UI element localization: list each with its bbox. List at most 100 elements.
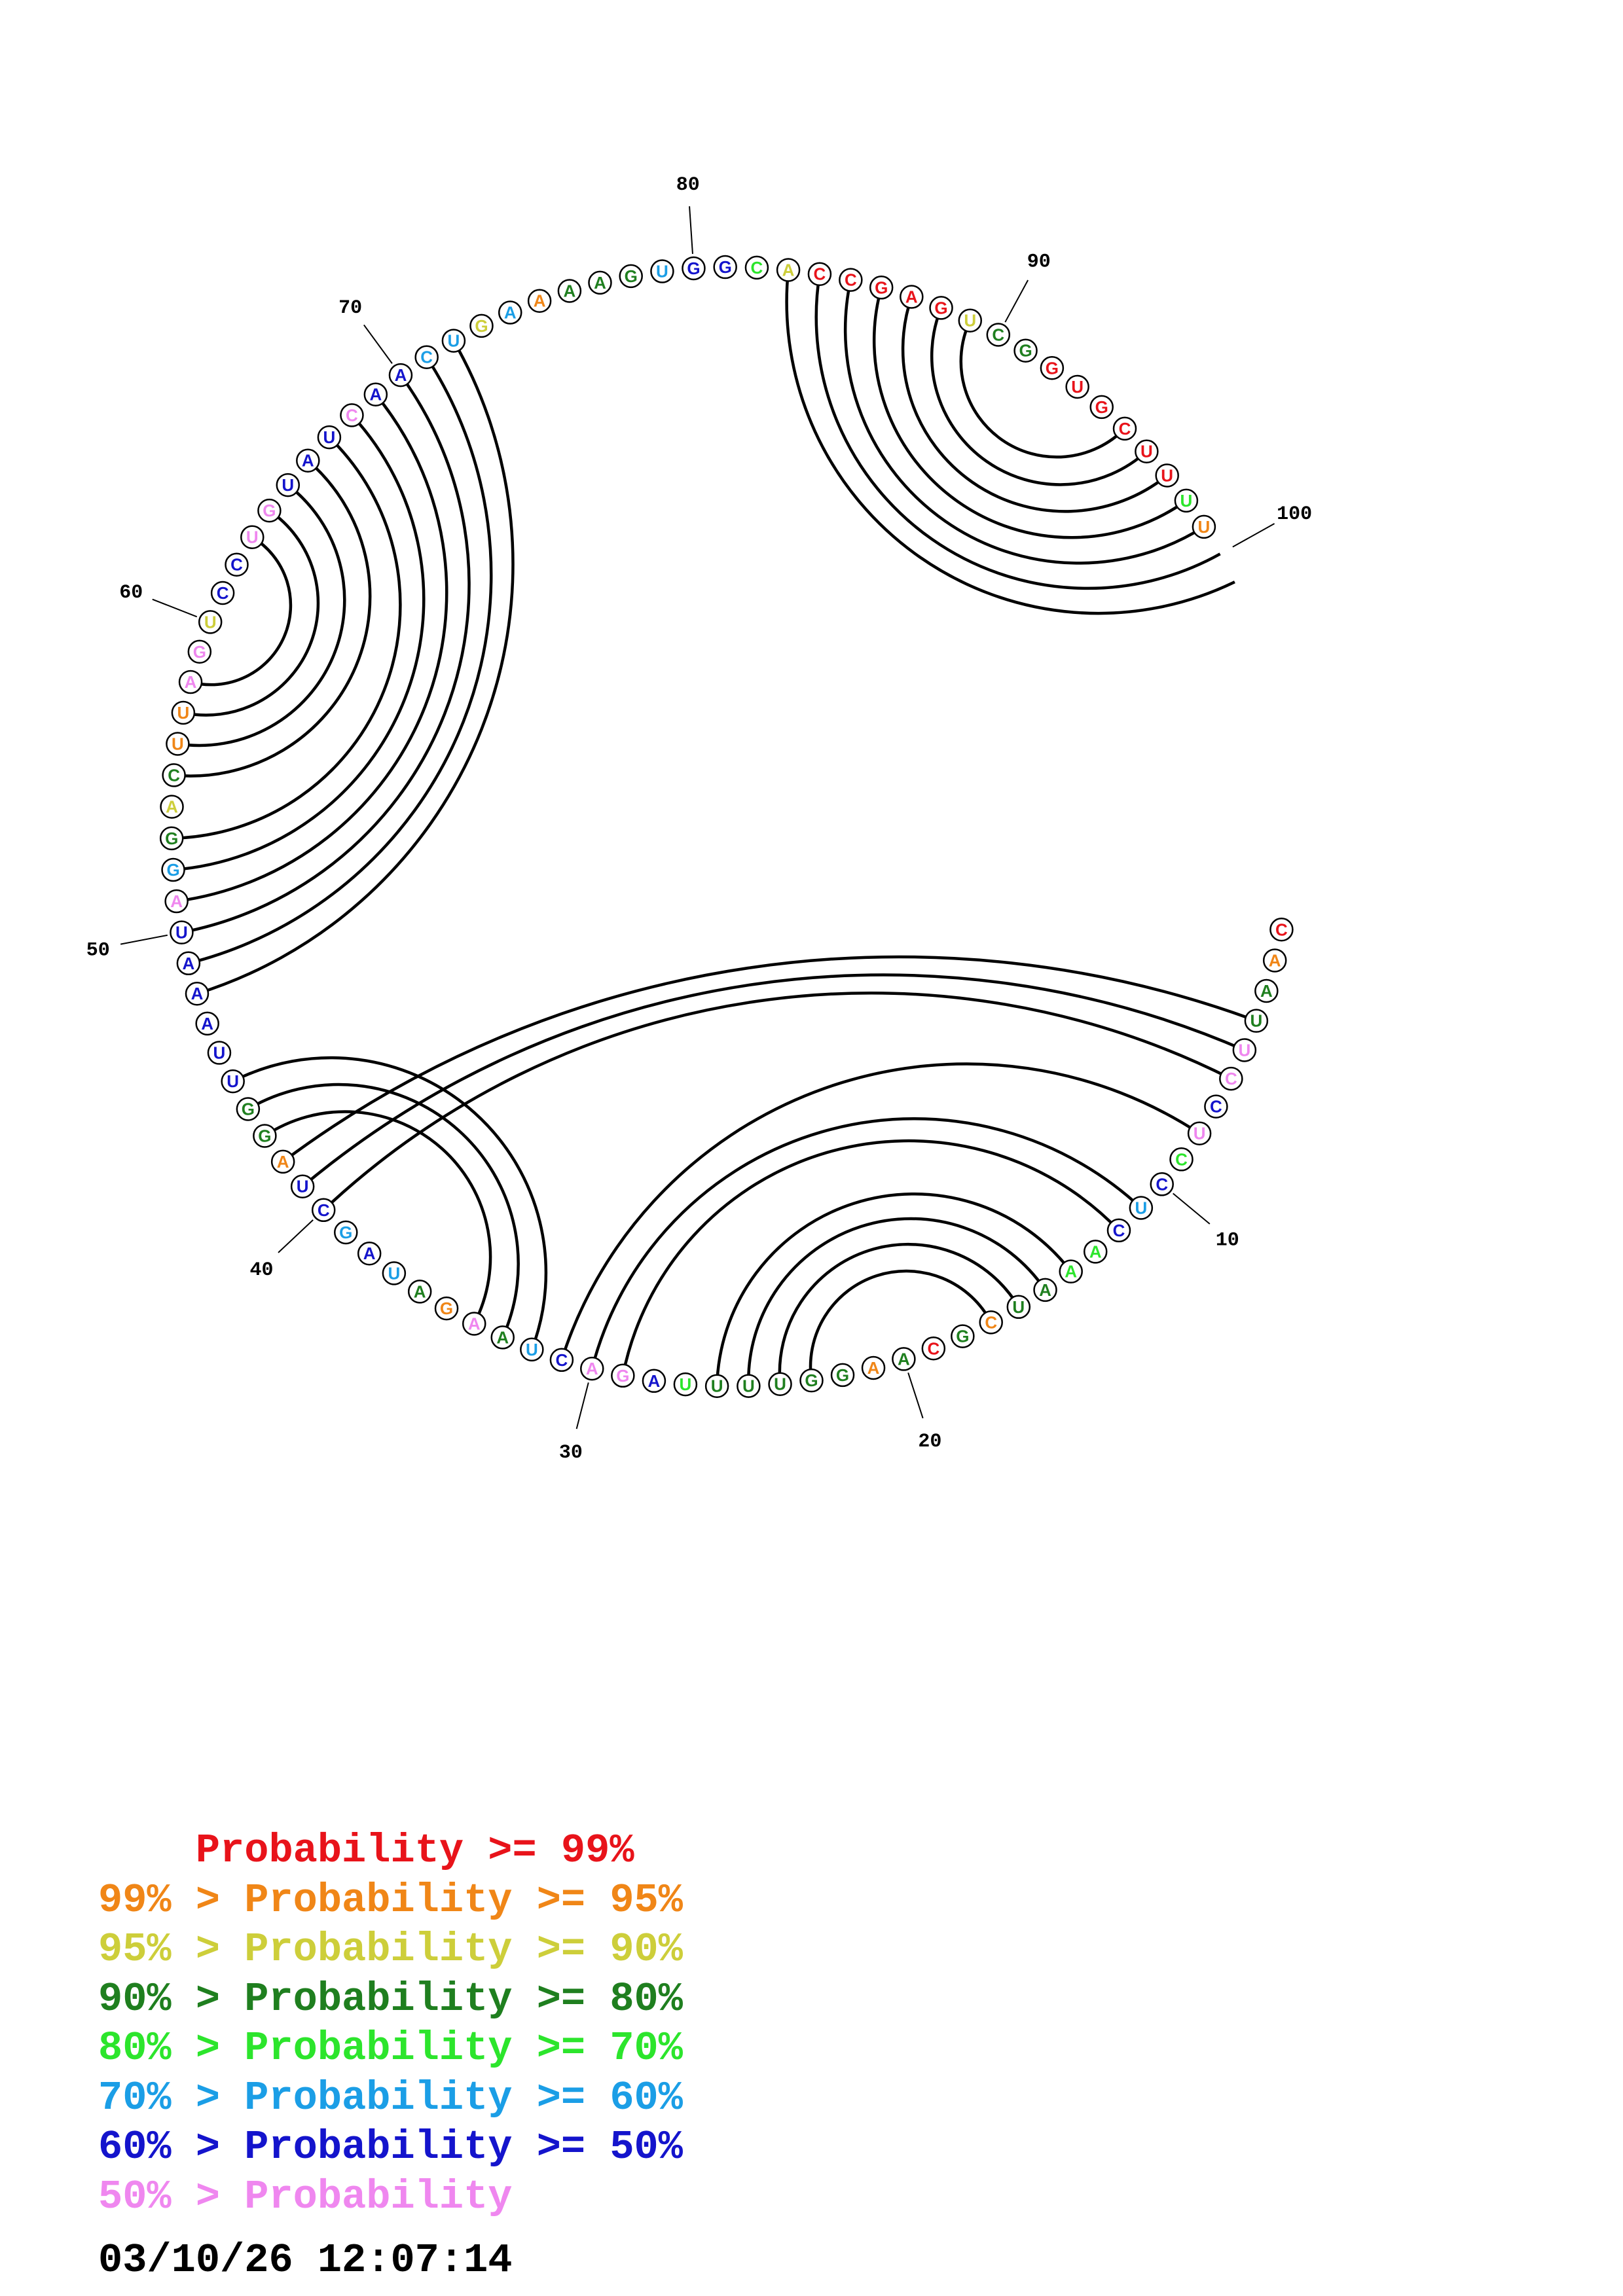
nucleotide-circle bbox=[388, 363, 413, 387]
nucleotide-43: G bbox=[253, 1124, 277, 1148]
nucleotide-circle bbox=[611, 1363, 635, 1388]
nucleotide-letter: C bbox=[992, 325, 1004, 345]
nucleotide-83: A bbox=[776, 258, 801, 282]
nucleotide-circle bbox=[441, 329, 466, 353]
nucleotide-circle bbox=[799, 1368, 824, 1393]
nucleotide-circle bbox=[1059, 1259, 1083, 1283]
position-label-60: 60 bbox=[119, 582, 143, 604]
pair-arc-51-69 bbox=[176, 393, 448, 903]
position-tick-90 bbox=[1004, 279, 1029, 323]
nucleotide-letter: A bbox=[1065, 1262, 1077, 1282]
nucleotide-96: U bbox=[1135, 439, 1159, 463]
nucleotide-letter: U bbox=[711, 1376, 723, 1396]
position-tick-30 bbox=[575, 1382, 589, 1429]
nucleotide-letter: A bbox=[191, 984, 204, 1003]
nucleotide-circle bbox=[744, 255, 769, 280]
position-tick-10 bbox=[1173, 1193, 1211, 1225]
nucleotide-letter: C bbox=[168, 765, 180, 785]
nucleotide-circle bbox=[1040, 356, 1065, 380]
nucleotide-7: C bbox=[1204, 1094, 1228, 1119]
pair-arc-83-101 bbox=[785, 270, 1235, 615]
nucleotide-letter: U bbox=[1161, 465, 1173, 485]
nucleotide-circle bbox=[682, 256, 706, 281]
nucleotide-86: G bbox=[869, 276, 894, 300]
nucleotide-letter: G bbox=[616, 1366, 629, 1386]
nucleotide-circle bbox=[1006, 1295, 1031, 1319]
nucleotide-circle bbox=[270, 1149, 295, 1174]
nucleotide-circle bbox=[253, 1124, 277, 1148]
nucleotide-letter: U bbox=[1180, 491, 1193, 511]
nucleotide-circle bbox=[921, 1336, 946, 1361]
nucleotide-36: A bbox=[407, 1280, 432, 1304]
nucleotide-26: U bbox=[704, 1374, 729, 1398]
nucleotide-32: U bbox=[520, 1337, 544, 1362]
timestamp: 03/10/26 12:07:14 bbox=[98, 2237, 513, 2284]
nucleotide-67: U bbox=[317, 425, 342, 450]
nucleotide-letter: A bbox=[302, 451, 314, 471]
nucleotide-letter: C bbox=[420, 348, 433, 367]
nucleotide-circle bbox=[498, 300, 522, 325]
nucleotide-circle bbox=[166, 732, 190, 756]
nucleotide-circle bbox=[951, 1324, 975, 1348]
pair-arc-12-29 bbox=[621, 1139, 1120, 1376]
nucleotide-circle bbox=[1254, 978, 1279, 1003]
nucleotide-circle bbox=[900, 285, 924, 309]
nucleotide-letter: U bbox=[1198, 517, 1211, 537]
nucleotide-51: A bbox=[164, 889, 189, 914]
nucleotide-16: U bbox=[1006, 1295, 1031, 1319]
nucleotide-circle bbox=[187, 639, 212, 664]
nucleotide-circle bbox=[1089, 395, 1114, 420]
nucleotide-circle bbox=[198, 610, 223, 634]
pair-arc-15-25 bbox=[747, 1217, 1047, 1386]
nucleotide-52: G bbox=[161, 857, 185, 882]
nucleotide-54: A bbox=[160, 795, 184, 819]
nucleotide-73: G bbox=[469, 314, 494, 338]
nucleotide-circle bbox=[527, 289, 552, 313]
nucleotide-69: A bbox=[363, 382, 388, 406]
nucleotide-letter: A bbox=[504, 303, 517, 323]
nucleotide-41: U bbox=[290, 1174, 315, 1198]
nucleotide-82: C bbox=[744, 255, 769, 280]
nucleotide-letter: A bbox=[395, 365, 407, 385]
nucleotide-letter: A bbox=[1269, 950, 1281, 970]
nucleotide-circle bbox=[414, 345, 439, 369]
nucleotide-letter: G bbox=[263, 501, 276, 520]
nucleotide-letter: G bbox=[625, 266, 638, 286]
nucleotide-letter: C bbox=[1275, 920, 1288, 939]
pair-arc-17-23 bbox=[809, 1269, 993, 1381]
nucleotide-circle bbox=[929, 296, 953, 320]
nucleotide-circle bbox=[317, 425, 342, 450]
nucleotide-circle bbox=[159, 826, 184, 851]
nucleotide-circle bbox=[869, 276, 894, 300]
nucleotide-93: U bbox=[1065, 374, 1089, 399]
nucleotide-letter: A bbox=[586, 1359, 598, 1378]
nucleotide-circle bbox=[1065, 374, 1089, 399]
nucleotide-18: G bbox=[951, 1324, 975, 1348]
pair-arc-55-66 bbox=[173, 459, 372, 778]
nucleotide-letter: U bbox=[388, 1263, 400, 1283]
nucleotide-circle bbox=[830, 1363, 855, 1388]
nucleotide-letter: A bbox=[185, 672, 197, 692]
nucleotide-letter: G bbox=[1095, 397, 1108, 417]
nucleotide-76: A bbox=[557, 279, 582, 303]
nucleotide-circle bbox=[650, 259, 674, 283]
nucleotide-letter: U bbox=[526, 1340, 538, 1359]
pair-arc-32-45 bbox=[232, 1056, 548, 1350]
position-label-30: 30 bbox=[559, 1442, 583, 1464]
nucleotide-letter: G bbox=[805, 1371, 818, 1390]
nucleotide-60: U bbox=[198, 610, 223, 634]
nucleotide-letter: A bbox=[1089, 1242, 1102, 1261]
position-tick-80 bbox=[689, 206, 693, 255]
nucleotide-94: G bbox=[1089, 395, 1114, 420]
nucleotide-circle bbox=[892, 1347, 916, 1371]
nucleotide-letter: G bbox=[719, 257, 732, 277]
nucleotide-48: A bbox=[185, 981, 210, 1006]
nucleotide-49: A bbox=[176, 951, 201, 976]
nucleotide-66: A bbox=[296, 448, 320, 473]
nucleotide-75: A bbox=[527, 289, 552, 313]
nucleotide-letter: U bbox=[680, 1374, 692, 1394]
nucleotide-53: G bbox=[159, 826, 184, 851]
base-pair-arcs bbox=[172, 270, 1257, 1386]
nucleotide-circle bbox=[1219, 1066, 1243, 1091]
nucleotide-62: C bbox=[225, 552, 249, 577]
